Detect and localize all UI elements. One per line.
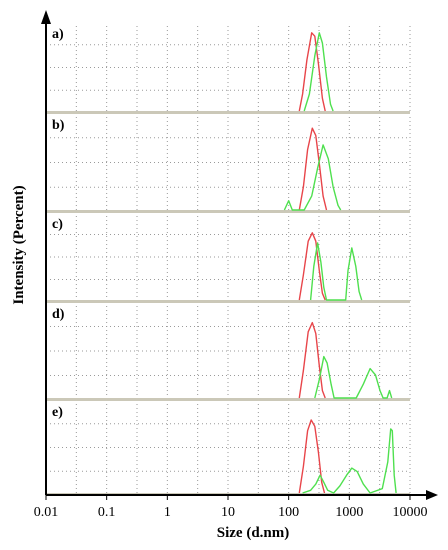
series-red-curve xyxy=(298,419,326,494)
panel-separator xyxy=(46,398,410,401)
panel-5: e) xyxy=(46,404,411,496)
axes-group xyxy=(41,10,438,500)
series-red-curve xyxy=(298,127,328,211)
panel-3: c) xyxy=(46,216,411,303)
series-green-curve xyxy=(303,32,334,112)
series-green-curve xyxy=(314,355,393,399)
x-tick-labels: 0.01 0.1 1 10 100 1000 10000 xyxy=(34,495,428,520)
panel-separator xyxy=(46,111,410,114)
panels-group: a) b) c) d) e) xyxy=(46,26,411,496)
series-red-curve xyxy=(298,32,326,112)
y-axis-title: Intensity (Percent) xyxy=(11,185,27,304)
x-tick-label: 10000 xyxy=(393,505,428,520)
series-green-curve xyxy=(309,242,363,301)
y-axis-arrow xyxy=(41,10,51,24)
panel-label: c) xyxy=(52,217,63,232)
panel-label: e) xyxy=(52,405,63,420)
x-tick-label: 10 xyxy=(221,505,235,520)
panel-separator xyxy=(46,210,410,213)
panel-1: a) xyxy=(46,26,411,114)
panel-separator xyxy=(46,300,410,303)
series-green-curve xyxy=(302,428,397,494)
panel-label: b) xyxy=(52,118,65,133)
series-red-curve xyxy=(298,321,326,399)
panel-label: d) xyxy=(52,307,65,322)
series-green-curve xyxy=(283,144,342,211)
x-axis-title: Size (d.nm) xyxy=(217,525,290,541)
x-tick-label: 1000 xyxy=(335,505,363,520)
x-tick-label: 1 xyxy=(164,505,171,520)
panel-2: b) xyxy=(46,117,411,213)
panel-4: d) xyxy=(46,306,411,401)
panel-label: a) xyxy=(52,27,64,42)
x-tick-label: 0.01 xyxy=(34,505,59,520)
series-red-curve xyxy=(298,232,326,301)
x-tick-label: 0.1 xyxy=(98,505,116,520)
x-axis-arrow xyxy=(426,490,438,500)
x-tick-label: 100 xyxy=(278,505,299,520)
